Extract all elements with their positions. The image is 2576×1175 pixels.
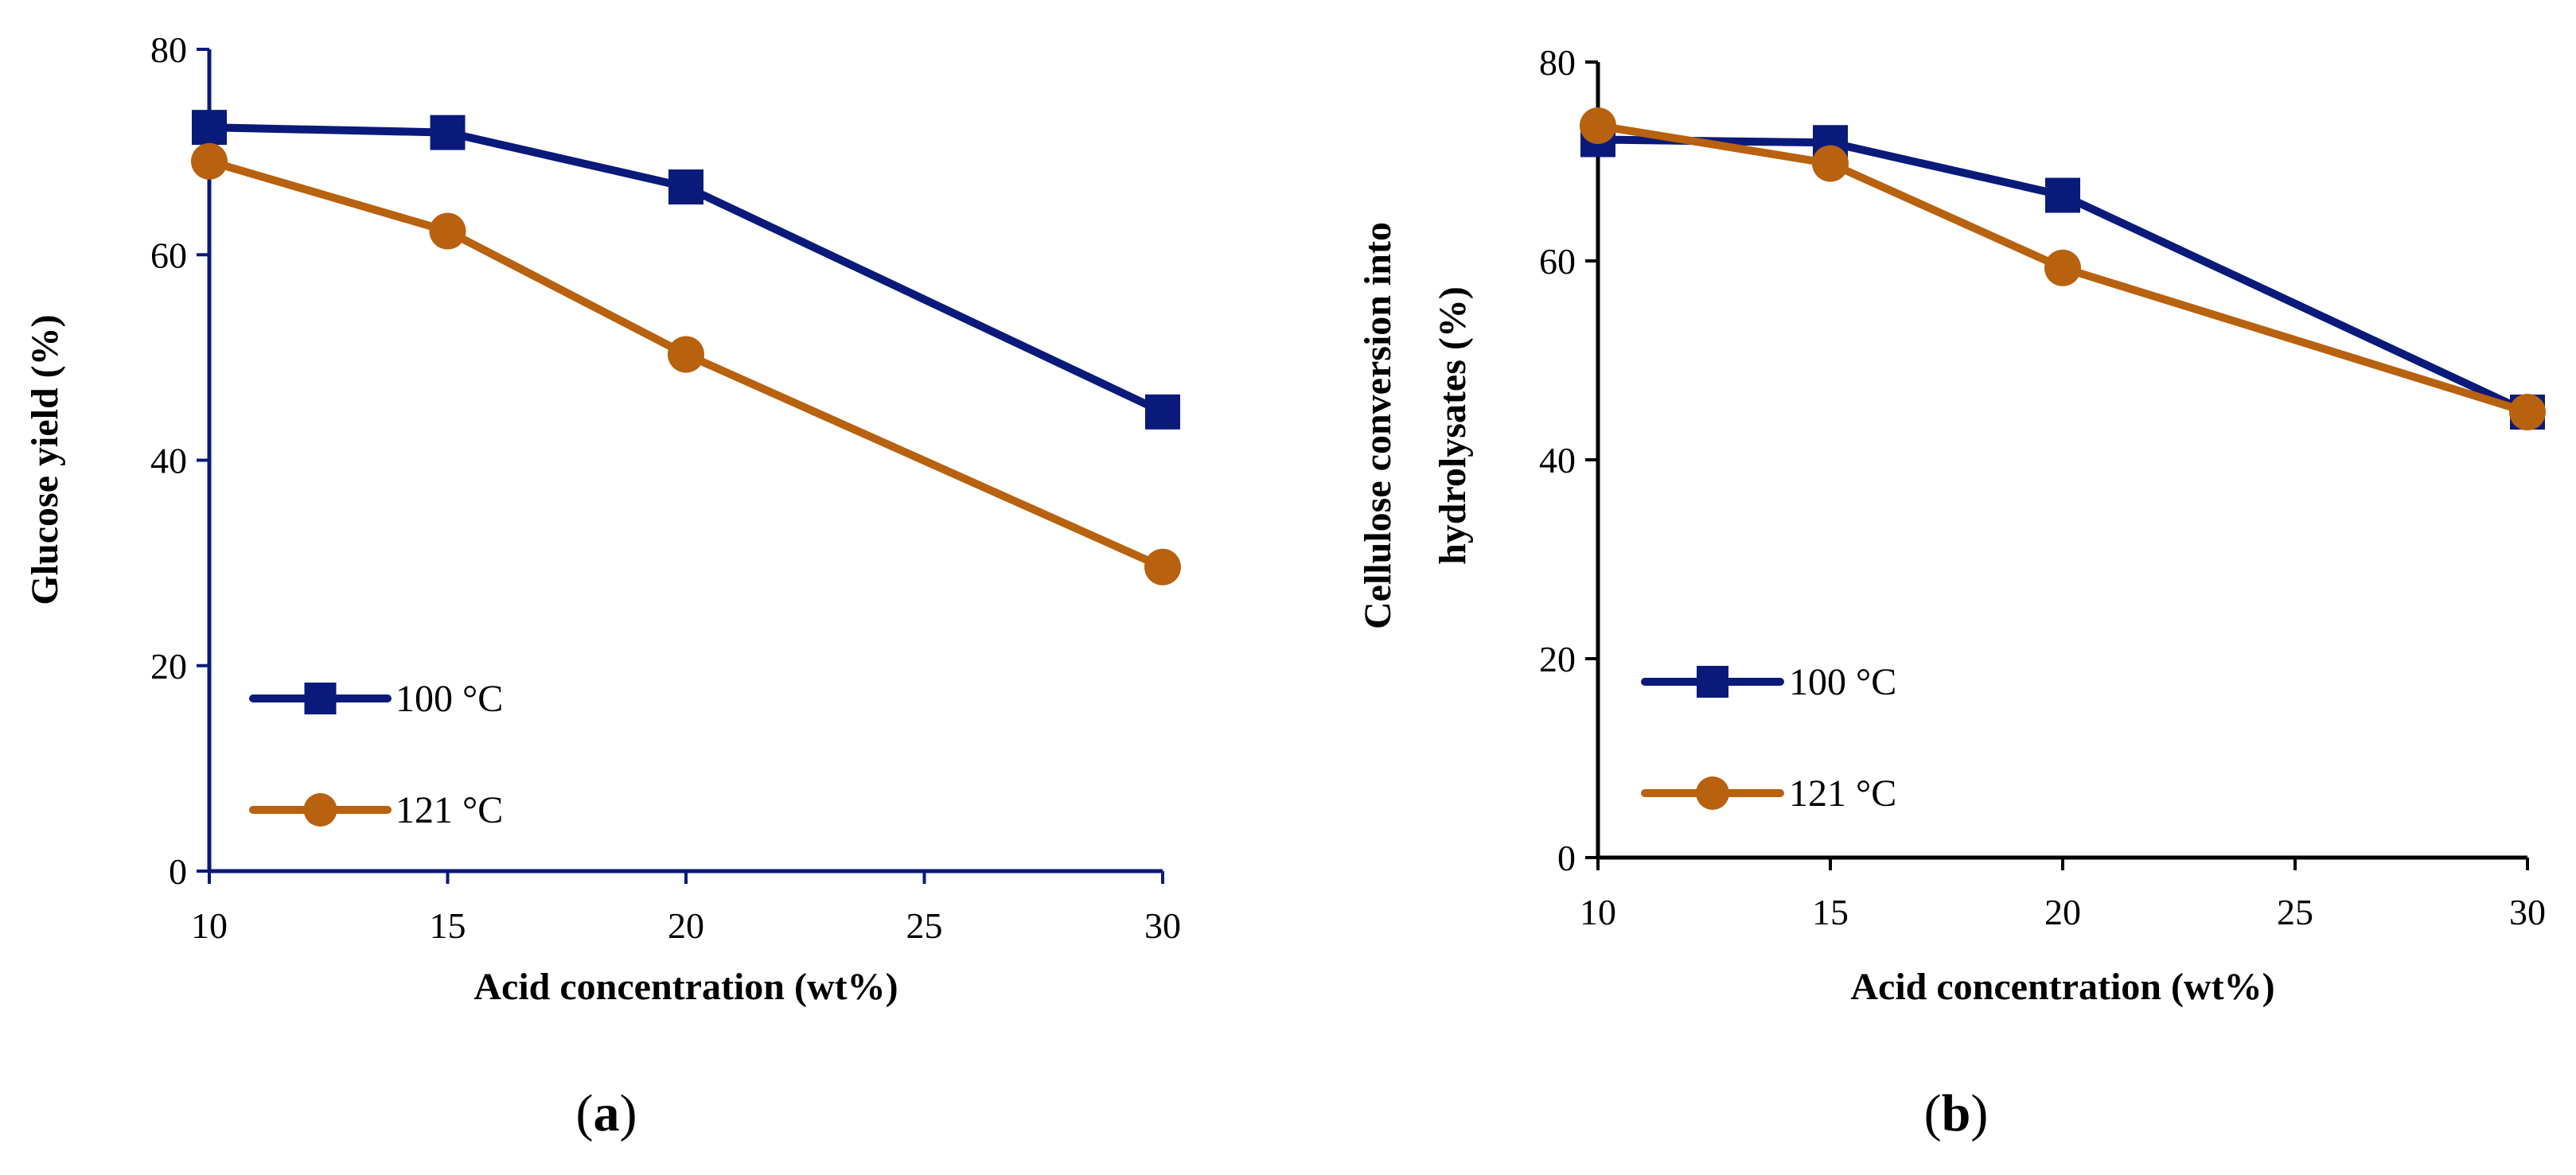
y-axis-title-line: hydrolysates (%) — [1432, 286, 1474, 565]
y-tick-label: 40 — [1539, 440, 1576, 481]
data-point-square — [668, 169, 703, 205]
panel-label-letter: b — [1942, 1084, 1971, 1142]
y-tick-label: 20 — [150, 646, 187, 687]
y-axis-title-line: Cellulose conversion into — [1357, 222, 1399, 629]
x-axis-title: Acid concentration (wt%) — [1850, 966, 2274, 1008]
data-point-circle — [2044, 249, 2081, 286]
legend-marker-circle — [303, 793, 337, 827]
y-tick-label: 40 — [150, 441, 187, 481]
x-tick-label: 10 — [191, 905, 228, 946]
panel-label-paren: ) — [1970, 1084, 1988, 1142]
y-tick-label: 60 — [1539, 241, 1576, 282]
x-tick-label: 30 — [1144, 905, 1181, 946]
chart-panel-b: 0 20 40 60 80 10 15 20 25 30 Acid concentration (w… — [1357, 42, 2546, 1142]
panel-label-paren: ( — [576, 1084, 594, 1142]
panel-label: (b) — [1924, 1084, 1989, 1142]
x-axis-title: Acid concentration (wt%) — [474, 966, 898, 1008]
data-point-circle — [1580, 107, 1616, 144]
y-tick-label: 80 — [1539, 42, 1576, 83]
y-tick-label: 20 — [1539, 639, 1576, 679]
data-point-circle — [668, 336, 704, 373]
chart-panel-a: 0 20 40 60 80 10 15 20 25 30 Acid concentration (w… — [24, 29, 1181, 1142]
panel-label-paren: ( — [1924, 1084, 1942, 1142]
data-point-square — [2045, 177, 2080, 213]
x-tick-label: 25 — [2277, 892, 2313, 932]
data-point-circle — [1812, 145, 1849, 182]
legend-label: 100 °C — [396, 678, 503, 720]
x-tick-label: 10 — [1580, 892, 1616, 932]
data-point-circle — [1144, 548, 1181, 586]
panel-label-paren: ) — [620, 1084, 637, 1142]
x-tick-label: 15 — [1812, 892, 1849, 932]
data-point-square — [430, 115, 466, 150]
y-tick-label: 0 — [169, 851, 187, 892]
data-point-circle — [429, 212, 466, 250]
y-tick-label: 60 — [150, 235, 187, 275]
legend-label: 121 °C — [396, 789, 503, 831]
x-tick-label: 20 — [2044, 892, 2081, 932]
data-point-square — [1145, 394, 1180, 430]
series-line-100c — [205, 123, 1167, 416]
series-line-121c — [1594, 122, 2531, 416]
x-tick-label: 20 — [668, 905, 704, 946]
data-point-square — [192, 110, 227, 146]
x-tick-label: 15 — [430, 905, 466, 946]
x-tick-label: 25 — [906, 905, 943, 946]
y-axis-title: Glucose yield (%) — [24, 314, 66, 605]
legend-marker-square — [304, 683, 337, 714]
data-point-circle — [191, 142, 228, 180]
panel-label: (a) — [576, 1084, 637, 1142]
legend-label: 100 °C — [1789, 661, 1896, 703]
legend-marker-circle — [1696, 776, 1729, 810]
legend-marker-square — [1697, 666, 1728, 698]
y-tick-label: 80 — [150, 29, 187, 70]
y-tick-label: 0 — [1557, 838, 1576, 878]
legend-label: 121 °C — [1789, 772, 1896, 815]
panel-label-letter: a — [594, 1084, 620, 1142]
series-line-121c — [205, 157, 1167, 571]
data-point-circle — [2509, 394, 2546, 430]
x-tick-label: 30 — [2509, 892, 2546, 932]
